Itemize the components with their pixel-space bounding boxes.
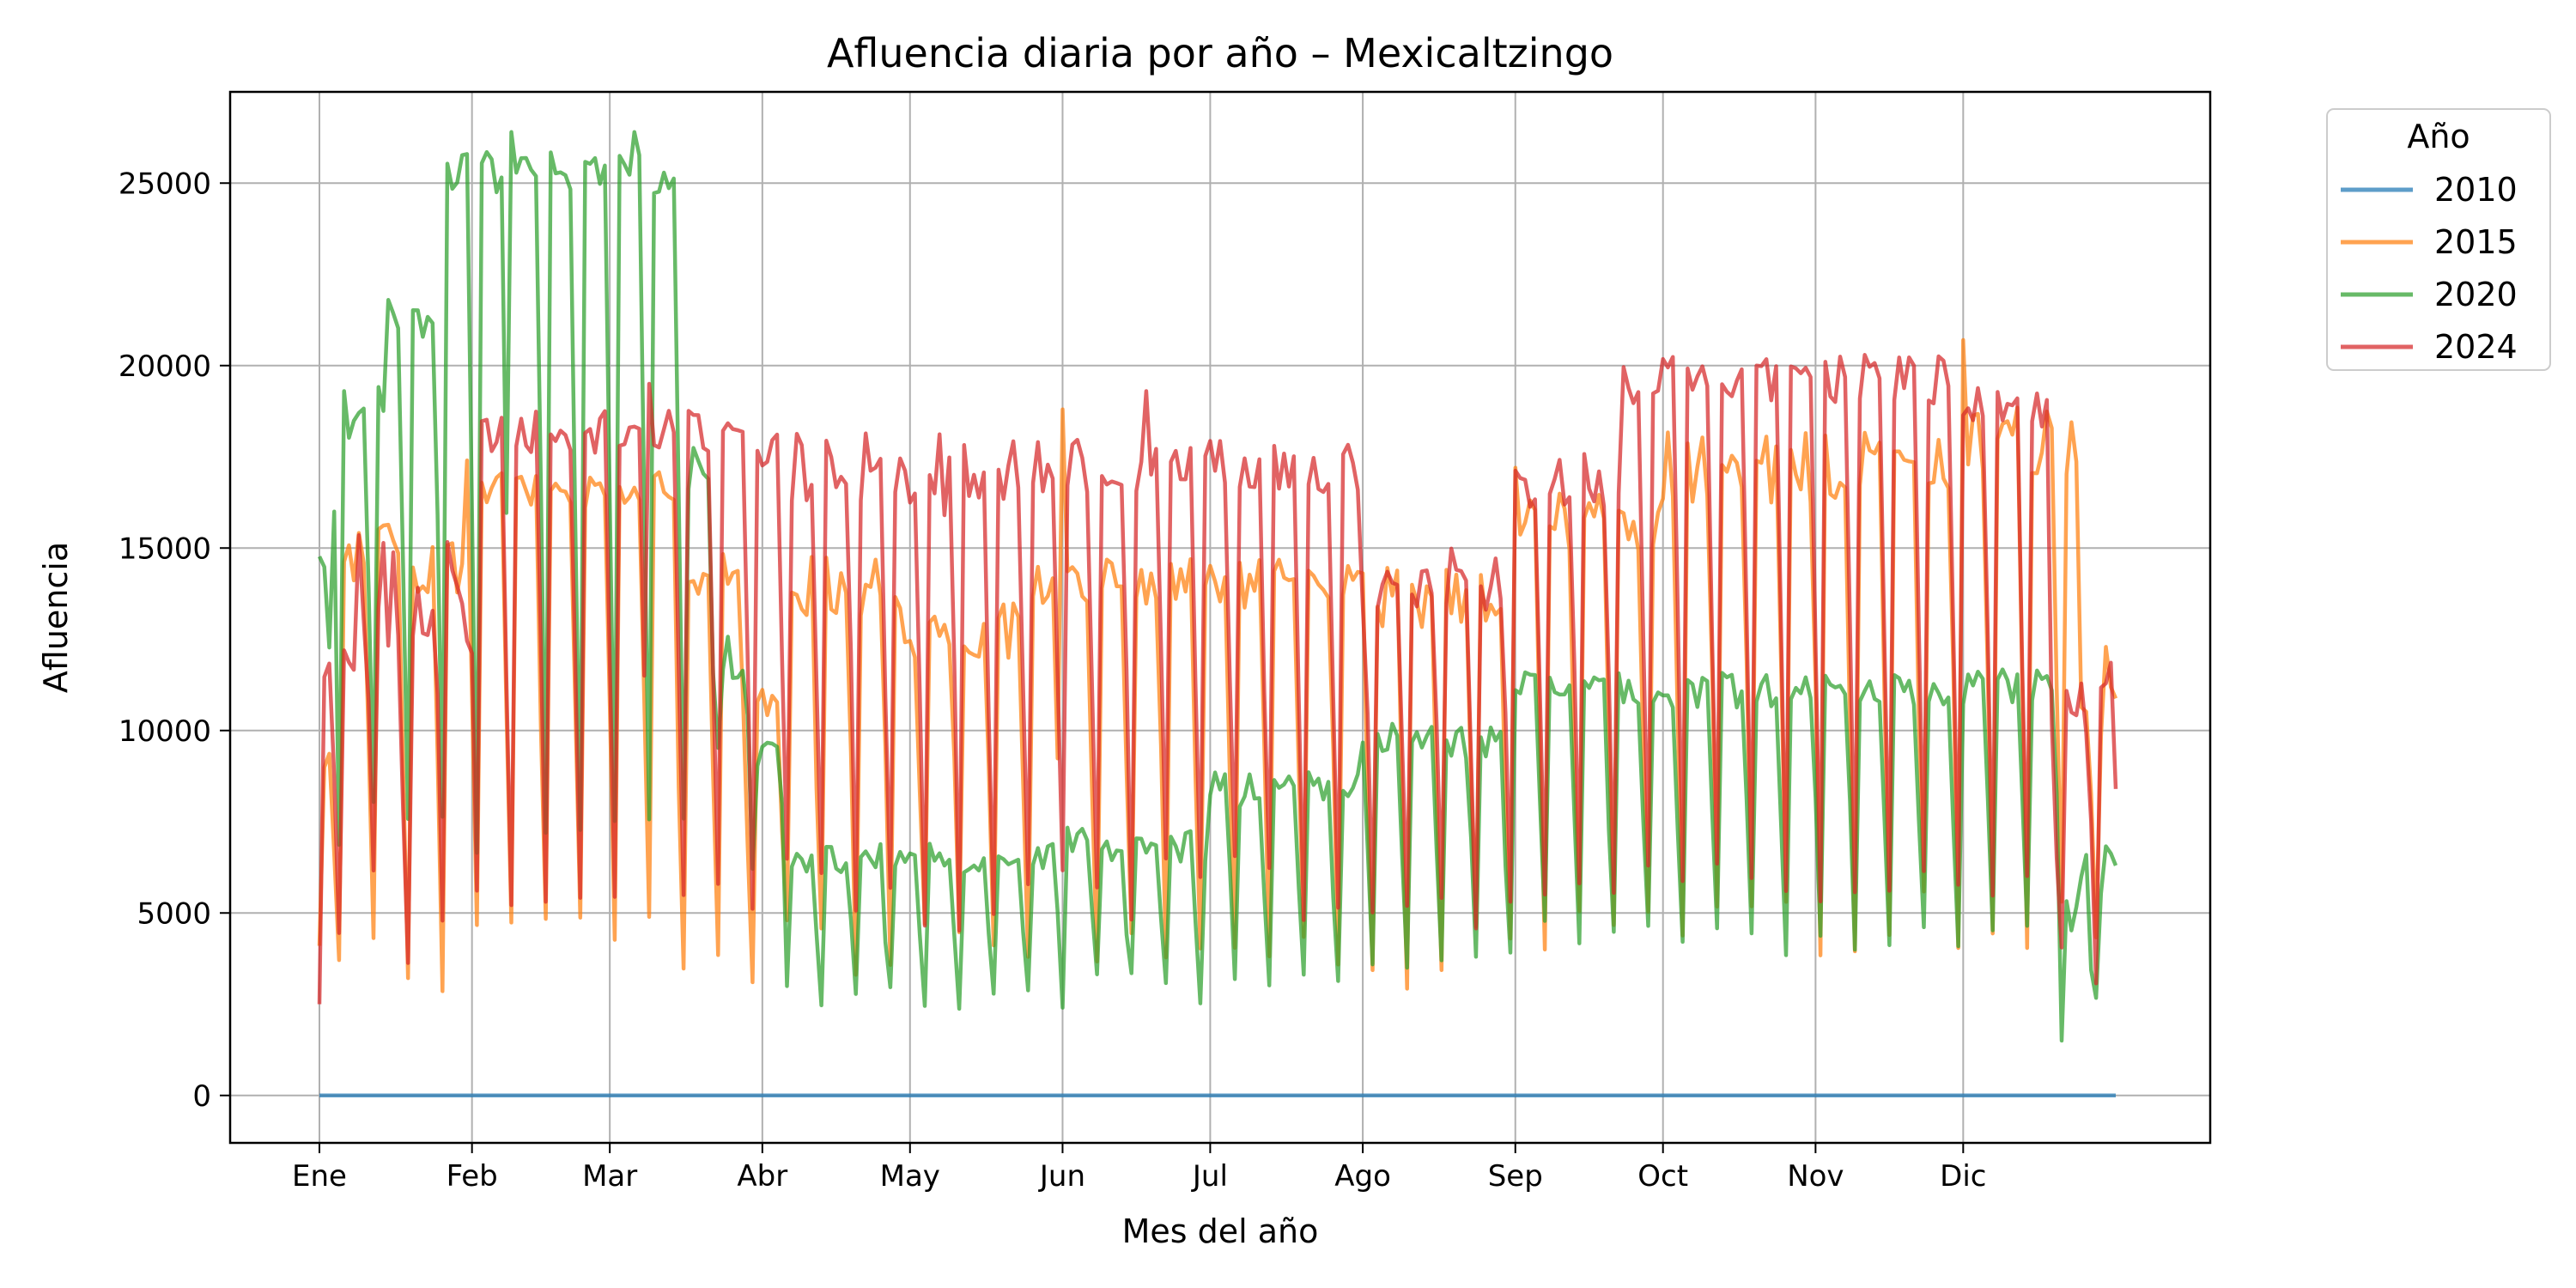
series-lines	[317, 130, 2118, 1098]
y-tick-label: 5000	[137, 896, 211, 931]
y-tick-label: 25000	[118, 167, 211, 201]
legend-label-2010: 2010	[2434, 171, 2518, 209]
x-tick-label: Mar	[582, 1159, 637, 1194]
legend-frame	[2326, 108, 2551, 371]
x-tick-label: May	[880, 1159, 940, 1194]
plot-frame	[228, 90, 2212, 1145]
chart-title: Afluencia diaria por año – Mexicaltzingo	[827, 30, 1613, 76]
series-line-2024	[317, 353, 2118, 1005]
legend-items: 2010 2015 2020 2024	[2341, 171, 2518, 366]
x-tick-label: Feb	[447, 1159, 498, 1194]
y-tick-label: 20000	[118, 349, 211, 384]
legend-label-2015: 2015	[2434, 223, 2518, 261]
x-tick-label: Nov	[1787, 1159, 1844, 1194]
axis-ticks: Ene Feb Mar Abr May Jun Jul Ago Sep Oct Nov Dic 0 500…	[118, 167, 1987, 1194]
y-tick-label: 15000	[118, 532, 211, 566]
series-line-2020	[317, 130, 2118, 1043]
x-tick-label: Dic	[1940, 1159, 1986, 1194]
x-tick-label: Ene	[292, 1159, 347, 1194]
legend-label-2020: 2020	[2434, 276, 2518, 313]
x-tick-label: Jul	[1191, 1159, 1228, 1194]
legend-title: Año	[2407, 118, 2470, 155]
x-tick-label: Abr	[737, 1159, 787, 1194]
y-axis-title: Afluencia	[37, 542, 75, 693]
y-tick-label: 0	[192, 1079, 211, 1114]
legend-label-2024: 2024	[2434, 328, 2518, 366]
x-axis-title: Mes del año	[1122, 1212, 1319, 1250]
x-tick-label: Jun	[1038, 1159, 1085, 1194]
y-tick-label: 10000	[118, 714, 211, 749]
x-tick-label: Ago	[1334, 1159, 1391, 1194]
x-tick-label: Sep	[1488, 1159, 1543, 1194]
x-tick-label: Oct	[1637, 1159, 1688, 1194]
legend: Año 2010 2015 2020 2024	[2326, 108, 2551, 371]
